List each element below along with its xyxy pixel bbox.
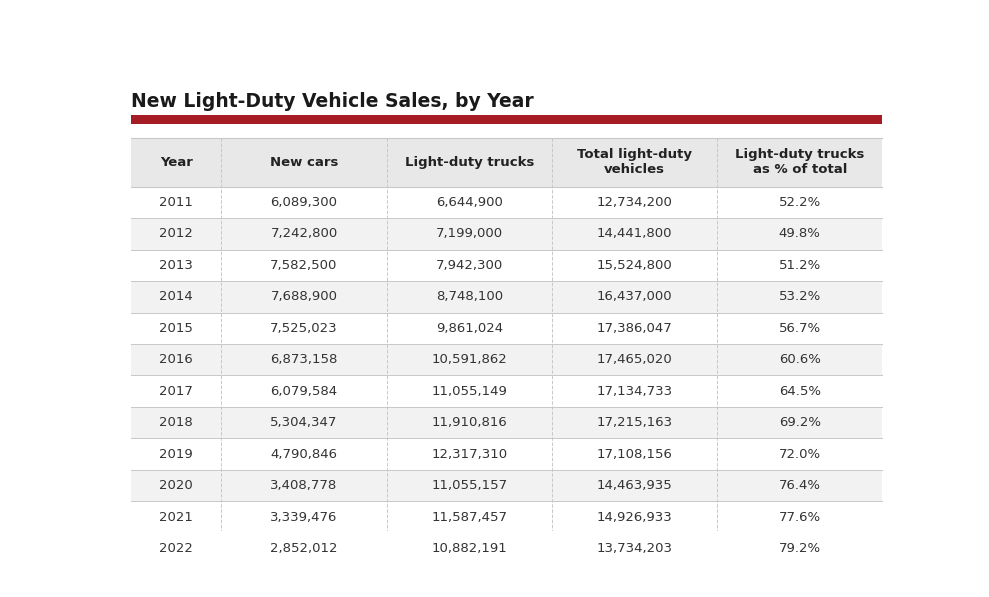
Bar (132, 115, 882, 124)
Text: 5,304,347: 5,304,347 (270, 416, 337, 429)
Text: 14,441,800: 14,441,800 (596, 227, 673, 241)
Bar (132, 281, 882, 312)
Text: 2018: 2018 (159, 416, 193, 429)
Text: 2020: 2020 (159, 479, 193, 492)
Text: Total light-duty
vehicles: Total light-duty vehicles (577, 149, 692, 177)
Text: 49.8%: 49.8% (779, 227, 821, 241)
Bar (132, 344, 882, 376)
Bar (132, 250, 882, 281)
Text: 17,465,020: 17,465,020 (596, 353, 673, 366)
Bar (132, 312, 882, 344)
Text: 10,882,191: 10,882,191 (431, 542, 507, 555)
Text: 7,582,500: 7,582,500 (270, 259, 337, 272)
Text: 2021: 2021 (159, 510, 193, 524)
Text: 6,873,158: 6,873,158 (270, 353, 337, 366)
Text: 9,861,024: 9,861,024 (436, 322, 502, 335)
Bar (132, 470, 882, 501)
Text: 69.2%: 69.2% (778, 416, 821, 429)
Text: 53.2%: 53.2% (778, 290, 821, 303)
Text: 56.7%: 56.7% (778, 322, 821, 335)
Text: Light-duty trucks
as % of total: Light-duty trucks as % of total (735, 149, 864, 177)
Text: 17,108,156: 17,108,156 (596, 448, 673, 461)
Text: 2017: 2017 (159, 384, 193, 398)
Text: 7,242,800: 7,242,800 (270, 227, 337, 241)
Text: 2016: 2016 (159, 353, 193, 366)
Text: 11,910,816: 11,910,816 (431, 416, 507, 429)
Text: 79.2%: 79.2% (778, 542, 821, 555)
Bar (132, 407, 882, 438)
Text: New cars: New cars (270, 156, 338, 169)
Text: 77.6%: 77.6% (778, 510, 821, 524)
Text: 6,089,300: 6,089,300 (271, 196, 337, 209)
Text: 7,942,300: 7,942,300 (436, 259, 503, 272)
Text: 17,386,047: 17,386,047 (596, 322, 673, 335)
Text: 14,926,933: 14,926,933 (596, 510, 673, 524)
Text: 2022: 2022 (159, 542, 193, 555)
Text: 2019: 2019 (159, 448, 193, 461)
Text: 12,317,310: 12,317,310 (431, 448, 507, 461)
Bar (132, 533, 882, 564)
Text: 17,215,163: 17,215,163 (596, 416, 673, 429)
Text: 11,587,457: 11,587,457 (431, 510, 507, 524)
Text: 6,079,584: 6,079,584 (270, 384, 337, 398)
Bar (132, 376, 882, 407)
Text: 2012: 2012 (159, 227, 193, 241)
Text: 2013: 2013 (159, 259, 193, 272)
Text: Year: Year (160, 156, 193, 169)
Text: New Light-Duty Vehicle Sales, by Year: New Light-Duty Vehicle Sales, by Year (132, 93, 534, 111)
Text: 3,339,476: 3,339,476 (270, 510, 337, 524)
Text: 7,688,900: 7,688,900 (271, 290, 337, 303)
Text: 4,790,846: 4,790,846 (271, 448, 337, 461)
Text: 51.2%: 51.2% (778, 259, 821, 272)
Text: 14,463,935: 14,463,935 (596, 479, 673, 492)
Bar (132, 438, 882, 470)
Text: 10,591,862: 10,591,862 (431, 353, 507, 366)
Text: 3,408,778: 3,408,778 (270, 479, 337, 492)
Text: 17,134,733: 17,134,733 (596, 384, 673, 398)
Text: Light-duty trucks: Light-duty trucks (405, 156, 534, 169)
Bar (132, 218, 882, 250)
Bar (132, 501, 882, 533)
Text: 64.5%: 64.5% (778, 384, 821, 398)
Text: 7,525,023: 7,525,023 (270, 322, 338, 335)
Text: 76.4%: 76.4% (778, 479, 821, 492)
Text: 12,734,200: 12,734,200 (596, 196, 673, 209)
Text: 2014: 2014 (159, 290, 193, 303)
Text: 2011: 2011 (159, 196, 193, 209)
Text: 7,199,000: 7,199,000 (436, 227, 502, 241)
Text: 52.2%: 52.2% (778, 196, 821, 209)
Text: 6,644,900: 6,644,900 (436, 196, 502, 209)
Text: 2,852,012: 2,852,012 (270, 542, 338, 555)
Bar (132, 139, 882, 186)
Text: 72.0%: 72.0% (778, 448, 821, 461)
Text: 8,748,100: 8,748,100 (436, 290, 502, 303)
Text: 2015: 2015 (159, 322, 193, 335)
Text: 13,734,203: 13,734,203 (596, 542, 673, 555)
Bar (132, 186, 882, 218)
Text: 11,055,149: 11,055,149 (431, 384, 507, 398)
Text: 11,055,157: 11,055,157 (431, 479, 507, 492)
Text: 15,524,800: 15,524,800 (596, 259, 673, 272)
Text: 60.6%: 60.6% (779, 353, 821, 366)
Text: 16,437,000: 16,437,000 (596, 290, 673, 303)
